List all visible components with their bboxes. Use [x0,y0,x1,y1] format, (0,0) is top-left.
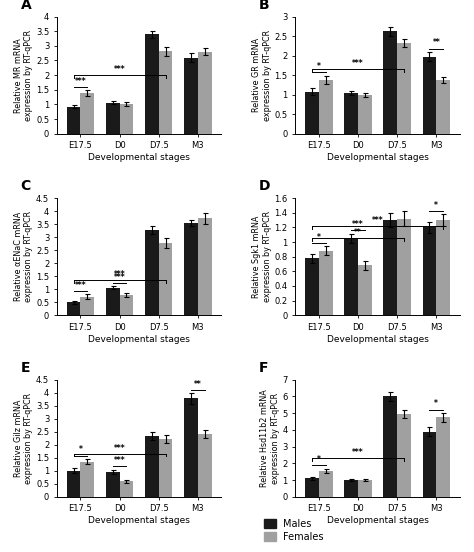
Text: ***: *** [114,65,125,74]
Y-axis label: Relative MR mRNA
expression by RT-qPCR: Relative MR mRNA expression by RT-qPCR [14,30,33,121]
Text: *: * [434,400,438,408]
X-axis label: Developmental stages: Developmental stages [327,153,428,162]
Text: A: A [21,0,31,12]
Bar [145,436,159,497]
Bar [145,230,159,315]
Text: *: * [78,445,82,454]
Bar [119,295,133,315]
Bar [436,80,450,134]
Y-axis label: Relative GR mRNA
expression by RT-qPCR: Relative GR mRNA expression by RT-qPCR [252,30,272,121]
Bar [198,52,211,134]
Bar [397,219,411,315]
Text: C: C [21,179,31,193]
Bar [119,481,133,497]
Bar [319,80,333,134]
Text: ***: *** [74,281,86,290]
Text: ***: *** [352,59,364,68]
X-axis label: Developmental stages: Developmental stages [88,153,190,162]
Legend: Males, Females: Males, Females [264,519,324,542]
Text: **: ** [432,39,440,47]
Bar [344,93,358,134]
Bar [358,480,372,497]
X-axis label: Developmental stages: Developmental stages [88,335,190,344]
Text: ***: *** [114,444,125,453]
Bar [423,432,436,497]
Text: *: * [434,200,438,210]
Text: ***: *** [352,448,364,458]
Bar [67,107,81,134]
Bar [119,104,133,134]
Bar [397,43,411,134]
Bar [106,288,119,315]
Bar [436,220,450,315]
Bar [344,238,358,315]
Text: ***: *** [114,270,125,279]
Text: **: ** [354,229,362,237]
Bar [436,417,450,497]
Bar [67,471,81,497]
Bar [305,92,319,134]
X-axis label: Developmental stages: Developmental stages [88,516,190,525]
Text: ***: *** [352,220,364,229]
Bar [159,51,173,134]
Y-axis label: Relative Gilz mRNA
expression by RT-qPCR: Relative Gilz mRNA expression by RT-qPCR [14,392,33,484]
Y-axis label: Relative Hsd11b2 mRNA
expression by RT-qPCR: Relative Hsd11b2 mRNA expression by RT-q… [260,389,280,487]
Bar [344,480,358,497]
Text: *: * [317,455,321,464]
Bar [397,414,411,497]
Bar [198,434,211,497]
X-axis label: Developmental stages: Developmental stages [327,516,428,525]
Bar [423,227,436,315]
Bar [159,439,173,497]
Bar [184,57,198,134]
Text: *: * [317,233,321,242]
Bar [383,396,397,497]
Bar [358,266,372,315]
Bar [383,220,397,315]
Text: F: F [259,361,269,375]
Bar [106,103,119,134]
Text: *: * [317,62,321,71]
Bar [383,31,397,134]
Bar [305,479,319,497]
Text: ***: *** [114,457,125,465]
Text: D: D [259,179,271,193]
Text: ***: *** [372,216,383,225]
Bar [358,94,372,134]
Bar [305,258,319,315]
Bar [81,461,94,497]
Bar [198,219,211,315]
Bar [184,399,198,497]
Bar [106,472,119,497]
Bar [81,296,94,315]
Bar [145,34,159,134]
Bar [67,302,81,315]
Text: ***: *** [114,273,125,282]
Bar [319,251,333,315]
Bar [81,93,94,134]
Y-axis label: Relative αENaC mRNA
expression by RT-qPCR: Relative αENaC mRNA expression by RT-qPC… [14,211,33,302]
X-axis label: Developmental stages: Developmental stages [327,335,428,344]
Text: ***: *** [74,77,86,86]
Bar [423,57,436,134]
Text: E: E [21,361,30,375]
Y-axis label: Relative Sgk1 mRNA
expression by RT-qPCR: Relative Sgk1 mRNA expression by RT-qPCR [252,211,272,302]
Text: B: B [259,0,270,12]
Bar [319,471,333,497]
Bar [159,243,173,315]
Bar [184,223,198,315]
Text: **: ** [194,380,202,389]
